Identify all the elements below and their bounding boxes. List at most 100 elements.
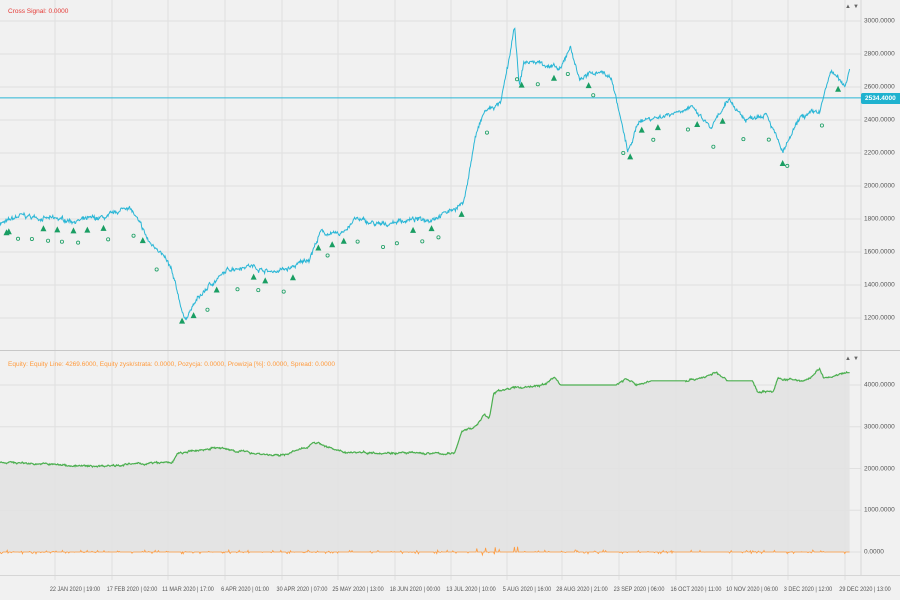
- x-tick-label: 17 FEB 2020 | 02:00: [106, 586, 158, 593]
- equity-y-tick-label: 2000.0000: [864, 465, 895, 472]
- buy-signal-triangle: [550, 74, 557, 81]
- buy-signal-triangle: [329, 241, 336, 248]
- buy-signal-triangle: [84, 226, 91, 233]
- price-pane-controls[interactable]: ▲▼: [845, 4, 861, 10]
- buy-signal-triangle: [518, 81, 525, 88]
- buy-signal-triangle: [410, 226, 417, 233]
- buy-signal-triangle: [428, 225, 435, 232]
- exit-signal-marker: [484, 130, 489, 135]
- buy-signal-triangle: [139, 237, 146, 244]
- exit-signal-marker: [154, 267, 159, 272]
- buy-signal-triangle: [458, 210, 465, 217]
- price-y-tick-label: 3000.0000: [864, 17, 895, 25]
- x-tick-label: 11 MAR 2020 | 17:00: [162, 586, 214, 593]
- buy-signal-triangle: [190, 312, 197, 319]
- profit-loss-line: [0, 546, 850, 557]
- equity-y-tick-label: 1000.0000: [864, 506, 895, 514]
- price-y-tick-label: 1800.0000: [864, 215, 895, 223]
- price-y-tick-label: 2600.0000: [864, 83, 895, 91]
- equity-pane: [0, 367, 850, 557]
- exit-signal-marker: [515, 77, 520, 82]
- buy-signal-triangle: [315, 244, 322, 251]
- exit-signal-marker: [46, 238, 51, 243]
- buy-signal-triangle: [719, 117, 726, 124]
- price-y-tick-label: 1400.0000: [864, 281, 895, 289]
- buy-signal-triangle: [100, 224, 107, 231]
- equity-legend: Equity: Equity Line: 4269.6000, Equity z…: [8, 361, 336, 368]
- exit-signal-marker: [131, 233, 136, 238]
- equity-pane-controls[interactable]: ▲▼: [845, 356, 861, 362]
- buy-signal-triangle: [70, 227, 77, 234]
- buy-signal-triangle: [179, 317, 186, 324]
- exit-signal-marker: [281, 289, 286, 294]
- price-pane: [0, 27, 861, 324]
- exit-signal-marker: [325, 253, 330, 258]
- buy-signal-triangle: [638, 126, 645, 133]
- price-y-tick-label: 1200.0000: [864, 314, 895, 322]
- buy-signal-triangle: [289, 274, 296, 281]
- exit-signal-marker: [591, 93, 596, 98]
- buy-signal-triangle: [40, 225, 47, 232]
- buy-signal-triangle: [340, 237, 347, 244]
- exit-signal-marker: [16, 236, 21, 241]
- price-line: [0, 27, 851, 321]
- exit-signal-marker: [436, 235, 441, 240]
- buy-signal-triangle: [779, 160, 786, 166]
- price-legend: Cross Signal: 0.0000: [8, 8, 69, 15]
- buy-signal-triangle: [585, 82, 592, 89]
- x-tick-label: 6 APR 2020 | 01:00: [221, 586, 269, 593]
- exit-signal-marker: [394, 241, 399, 246]
- exit-signal-marker: [205, 307, 210, 312]
- x-tick-label: 5 AUG 2020 | 16:00: [502, 586, 552, 593]
- move-down-icon[interactable]: ▼: [852, 356, 861, 362]
- exit-signal-marker: [785, 163, 790, 168]
- exit-signal-marker: [76, 240, 81, 245]
- buy-signal-triangle: [694, 120, 701, 127]
- x-tick-label: 23 SEP 2020 | 06:00: [613, 586, 665, 593]
- x-tick-label: 28 AUG 2020 | 21:00: [556, 586, 608, 593]
- equity-y-tick-label: 4000.0000: [864, 381, 895, 389]
- x-tick-label: 29 DEC 2020 | 13:00: [839, 586, 891, 593]
- buy-signal-triangle: [250, 273, 257, 280]
- exit-signal-marker: [565, 71, 570, 76]
- exit-signal-marker: [59, 239, 64, 244]
- move-down-icon[interactable]: ▼: [852, 4, 861, 10]
- current-price-label: 2534.4000: [861, 93, 900, 104]
- move-up-icon[interactable]: ▲: [845, 4, 853, 10]
- exit-signal-marker: [651, 137, 656, 142]
- x-tick-label: 30 APR 2020 | 07:00: [276, 586, 328, 593]
- buy-signal-triangle: [262, 277, 269, 284]
- exit-signal-marker: [29, 236, 34, 241]
- x-tick-label: 10 NOV 2020 | 06:00: [726, 586, 778, 593]
- exit-signal-marker: [741, 137, 746, 142]
- x-tick-label: 3 DEC 2020 | 12:00: [783, 586, 833, 593]
- x-tick-label: 22 JAN 2020 | 19:00: [49, 586, 101, 593]
- x-tick-label: 16 OCT 2020 | 11:00: [670, 586, 722, 593]
- equity-y-tick-label: 0.0000: [864, 548, 884, 556]
- buy-signal-triangle: [213, 286, 220, 293]
- x-tick-label: 13 JUL 2020 | 10:00: [446, 586, 496, 593]
- exit-signal-marker: [256, 288, 261, 293]
- buy-signal-triangle: [835, 85, 842, 92]
- exit-signal-marker: [420, 239, 425, 244]
- equity-area-fill: [0, 368, 850, 552]
- price-y-tick-label: 1600.0000: [864, 248, 895, 256]
- exit-signal-marker: [819, 123, 824, 128]
- buy-signal-triangle: [54, 226, 61, 233]
- exit-signal-marker: [685, 127, 690, 132]
- buy-signal-triangle: [627, 153, 634, 160]
- x-tick-label: 25 MAY 2020 | 13:00: [332, 586, 384, 593]
- price-y-tick-label: 2200.0000: [864, 149, 895, 157]
- move-up-icon[interactable]: ▲: [845, 356, 853, 362]
- exit-signal-marker: [711, 144, 716, 149]
- exit-signal-marker: [535, 82, 540, 87]
- price-y-tick-label: 2400.0000: [864, 116, 895, 124]
- x-tick-label: 18 JUN 2020 | 00:00: [389, 586, 441, 593]
- exit-signal-marker: [381, 244, 386, 249]
- equity-y-tick-label: 3000.0000: [864, 423, 895, 431]
- exit-signal-marker: [766, 137, 771, 142]
- exit-signal-marker: [235, 287, 240, 292]
- exit-signal-marker: [355, 239, 360, 244]
- exit-signal-marker: [106, 237, 111, 242]
